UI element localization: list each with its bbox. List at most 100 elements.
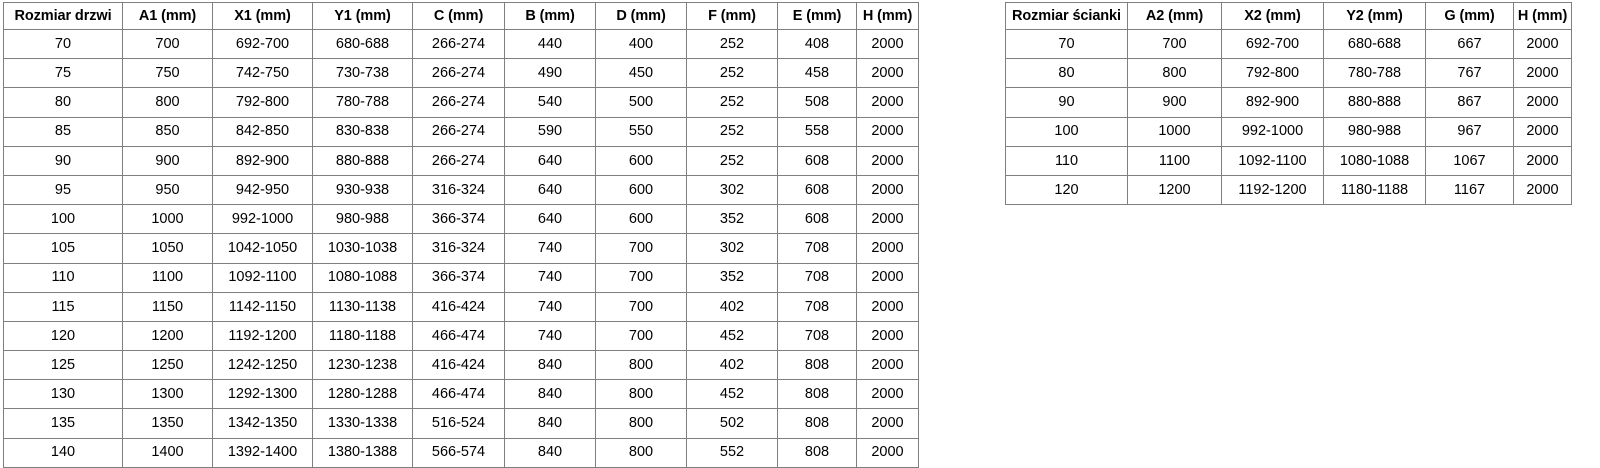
table-cell: 558	[777, 116, 857, 147]
table-cell: 352	[686, 262, 778, 293]
table-cell: 1200	[122, 320, 213, 352]
table-cell: 90	[1005, 87, 1128, 118]
table-row: 80 800 792-800 780-788 266-274 540 500 252 508 20…	[3, 87, 919, 118]
table-cell: 252	[686, 87, 778, 118]
table-cell: 700	[595, 320, 687, 352]
table-cell: 125	[3, 350, 123, 381]
table-cell: 1400	[122, 437, 213, 468]
table-cell: 2000	[856, 87, 919, 118]
table-header-row: Rozmiar ścianki A2 (mm) X2 (mm) Y2 (mm) G (m…	[1005, 2, 1572, 30]
table-cell: 2000	[1513, 87, 1572, 118]
table-cell: 402	[686, 350, 778, 381]
column-header-doors-8: E (mm)	[777, 2, 857, 30]
table-cell: 80	[1005, 58, 1128, 89]
table-cell: 352	[686, 204, 778, 235]
table-cell: 105	[3, 233, 123, 264]
table-cell: 850	[122, 116, 213, 147]
column-header-doors-9: H (mm)	[856, 2, 919, 30]
table-row: 115 1150 1142-1150 1130-1138 416-424 740 700 40…	[3, 291, 919, 322]
table-cell: 266-274	[412, 145, 505, 176]
table-cell: 708	[777, 262, 857, 293]
table-cell: 640	[504, 174, 596, 206]
column-header-wall-0: Rozmiar ścianki	[1005, 2, 1128, 30]
table-cell: 302	[686, 174, 778, 206]
table-cell: 2000	[1513, 145, 1572, 176]
table-cell: 2000	[856, 204, 919, 235]
table-cell: 70	[1005, 28, 1128, 60]
table-cell: 680-688	[312, 28, 413, 60]
table-cell: 1350	[122, 408, 213, 439]
table-cell: 600	[595, 204, 687, 235]
table-row: 135 1350 1342-1350 1330-1338 516-524 840 800 50…	[3, 408, 919, 439]
table-cell: 680-688	[1323, 28, 1426, 60]
table-cell: 808	[777, 379, 857, 410]
table-cell: 942-950	[212, 174, 313, 206]
table-cell: 408	[777, 28, 857, 60]
table-cell: 316-324	[412, 233, 505, 264]
table-cell: 452	[686, 320, 778, 352]
table-cell: 450	[595, 58, 687, 89]
table-cell: 1000	[122, 204, 213, 235]
table-cell: 302	[686, 233, 778, 264]
table-row: 85 850 842-850 830-838 266-274 590 550 252 558 20…	[3, 116, 919, 147]
table-cell: 2000	[856, 28, 919, 60]
table-cell: 1292-1300	[212, 379, 313, 410]
table-cell: 700	[1127, 28, 1222, 60]
table-cell: 1342-1350	[212, 408, 313, 439]
table-cell: 2000	[856, 379, 919, 410]
table-cell: 266-274	[412, 87, 505, 118]
table-cell: 840	[504, 437, 596, 468]
table-header-row: Rozmiar drzwi A1 (mm) X1 (mm) Y1 (mm) C (mm)…	[3, 2, 919, 30]
table-cell: 1242-1250	[212, 350, 313, 381]
wall-panel-size-table-container: Rozmiar ścianki A2 (mm) X2 (mm) Y2 (mm) G (m…	[1005, 2, 1572, 206]
table-row: 90 900 892-900 880-888 266-274 640 600 252 608 20…	[3, 145, 919, 176]
table-cell: 416-424	[412, 350, 505, 381]
table-cell: 2000	[856, 116, 919, 147]
table-cell: 700	[595, 262, 687, 293]
table-cell: 2000	[856, 320, 919, 352]
table-cell: 1080-1088	[312, 262, 413, 293]
table-cell: 85	[3, 116, 123, 147]
table-cell: 900	[122, 145, 213, 176]
table-cell: 130	[3, 379, 123, 410]
table-cell: 400	[595, 28, 687, 60]
table-cell: 266-274	[412, 28, 505, 60]
table-cell: 767	[1425, 58, 1514, 89]
table-cell: 140	[3, 437, 123, 468]
table-cell: 1092-1100	[1221, 145, 1324, 176]
table-cell: 252	[686, 58, 778, 89]
table-cell: 1330-1338	[312, 408, 413, 439]
table-row: 80 800 792-800 780-788 767 2000	[1005, 58, 1572, 89]
table-cell: 2000	[856, 58, 919, 89]
table-row: 110 1100 1092-1100 1080-1088 366-374 740 700 35…	[3, 262, 919, 293]
table-cell: 708	[777, 320, 857, 352]
table-cell: 1150	[122, 291, 213, 322]
table-cell: 2000	[856, 233, 919, 264]
table-cell: 135	[3, 408, 123, 439]
table-cell: 90	[3, 145, 123, 176]
table-cell: 708	[777, 291, 857, 322]
table-cell: 740	[504, 262, 596, 293]
table-cell: 252	[686, 28, 778, 60]
table-cell: 75	[3, 58, 123, 89]
table-row: 140 1400 1392-1400 1380-1388 566-574 840 800 55…	[3, 437, 919, 468]
table-cell: 590	[504, 116, 596, 147]
column-header-wall-3: Y2 (mm)	[1323, 2, 1426, 30]
table-row: 120 1200 1192-1200 1180-1188 1167 2000	[1005, 174, 1572, 206]
table-cell: 892-900	[212, 145, 313, 176]
table-row: 110 1100 1092-1100 1080-1088 1067 2000	[1005, 145, 1572, 176]
table-cell: 800	[122, 87, 213, 118]
table-cell: 1180-1188	[312, 320, 413, 352]
table-cell: 500	[595, 87, 687, 118]
table-cell: 458	[777, 58, 857, 89]
door-size-specification-table: Rozmiar drzwi A1 (mm) X1 (mm) Y1 (mm) C (mm)…	[3, 2, 919, 468]
table-cell: 1180-1188	[1323, 174, 1426, 206]
table-cell: 1167	[1425, 174, 1514, 206]
table-cell: 808	[777, 437, 857, 468]
table-cell: 2000	[1513, 116, 1572, 147]
table-cell: 552	[686, 437, 778, 468]
table-cell: 980-988	[312, 204, 413, 235]
table-cell: 100	[1005, 116, 1128, 147]
table-cell: 110	[1005, 145, 1128, 176]
table-cell: 792-800	[212, 87, 313, 118]
